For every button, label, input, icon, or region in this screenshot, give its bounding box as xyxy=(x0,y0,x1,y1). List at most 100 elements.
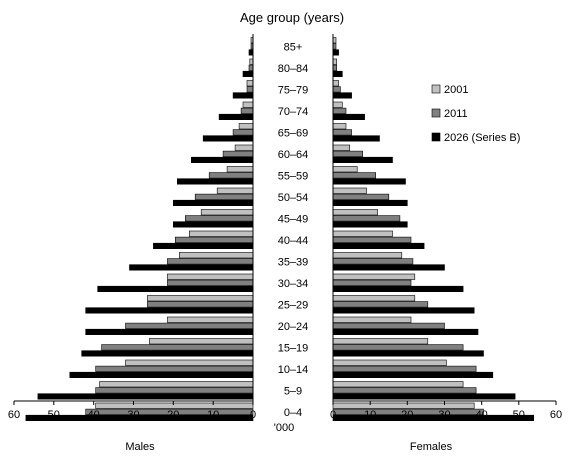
age-group-label: 15–19 xyxy=(278,342,309,354)
male-bar-2011-3 xyxy=(101,344,254,351)
male-bar-2011-14 xyxy=(240,107,254,114)
x-tick-label: 0 xyxy=(250,409,256,421)
age-group-label: 65–69 xyxy=(278,127,309,139)
female-bar-2001-8 xyxy=(332,230,393,237)
x-tick-label: 50 xyxy=(48,409,60,421)
male-bar-2001-2 xyxy=(125,359,254,366)
female-bar-2011-16 xyxy=(332,64,338,71)
male-bar-2026-15 xyxy=(232,92,254,99)
male-bar-2001-3 xyxy=(149,338,254,345)
age-group-label: 70–74 xyxy=(278,106,309,118)
male-bar-2001-7 xyxy=(179,252,254,259)
x-tick-label: 60 xyxy=(8,409,20,421)
female-bar-2011-4 xyxy=(332,322,445,329)
male-bar-2026-14 xyxy=(218,113,254,120)
male-bar-2001-12 xyxy=(234,144,254,151)
age-group-label: 75–79 xyxy=(278,84,309,96)
male-bar-2026-1 xyxy=(37,393,254,400)
male-bar-2011-6 xyxy=(167,279,254,286)
male-bar-2011-1 xyxy=(95,387,254,394)
female-bar-2001-11 xyxy=(332,166,358,173)
age-group-label: 80–84 xyxy=(278,63,309,75)
female-bar-2001-14 xyxy=(332,101,343,108)
age-group-label: 5–9 xyxy=(284,385,302,397)
x-tick-label: 50 xyxy=(513,409,525,421)
female-bar-2011-9 xyxy=(332,215,401,222)
male-bar-2001-10 xyxy=(216,187,254,194)
male-bar-2011-13 xyxy=(232,129,254,136)
female-bar-2026-3 xyxy=(332,350,484,357)
female-bar-2001-6 xyxy=(332,273,416,280)
male-bar-2026-4 xyxy=(85,328,254,336)
age-group-label: 50–54 xyxy=(278,192,309,204)
age-group-label: 55–59 xyxy=(278,170,309,182)
x-tick-label: 40 xyxy=(88,409,100,421)
female-bar-2001-4 xyxy=(332,316,412,323)
female-bar-2001-2 xyxy=(332,359,447,366)
female-bar-2026-16 xyxy=(332,70,343,77)
male-bar-2011-11 xyxy=(208,172,254,179)
female-bar-2026-10 xyxy=(332,199,408,206)
female-bar-2026-5 xyxy=(332,307,475,314)
legend-label: 2001 xyxy=(444,84,468,96)
female-bar-2026-15 xyxy=(332,92,352,99)
male-bar-2001-11 xyxy=(226,166,254,173)
age-group-label: 25–29 xyxy=(278,299,309,311)
female-bar-2011-7 xyxy=(332,258,414,265)
female-bar-2026-7 xyxy=(332,264,445,271)
female-bar-2026-11 xyxy=(332,178,406,185)
female-bar-2001-15 xyxy=(332,80,339,87)
female-bar-2001-5 xyxy=(332,295,416,302)
male-bar-2011-7 xyxy=(167,258,254,265)
age-group-label: 20–24 xyxy=(278,321,309,333)
male-bar-2001-1 xyxy=(99,381,254,388)
female-bar-2011-10 xyxy=(332,193,390,200)
males-x-axis: 60 50 40 30 20 10 0 xyxy=(8,34,256,421)
male-bar-2011-9 xyxy=(185,215,254,222)
male-bar-2026-0 xyxy=(25,414,254,422)
male-bar-2026-7 xyxy=(129,264,254,271)
x-tick-label: 20 xyxy=(167,409,179,421)
male-bar-2026-12 xyxy=(191,156,254,163)
age-group-label: 40–44 xyxy=(278,235,309,247)
male-bar-2026-3 xyxy=(81,350,254,357)
female-bar-2011-13 xyxy=(332,129,352,136)
male-bar-2026-8 xyxy=(153,242,254,249)
male-bar-2001-4 xyxy=(167,316,254,323)
female-bar-2001-0 xyxy=(332,402,475,409)
age-group-label: 0–4 xyxy=(284,407,302,419)
female-bar-2001-1 xyxy=(332,381,464,388)
x-tick-label: 0 xyxy=(330,409,336,421)
female-bar-2011-6 xyxy=(332,279,412,286)
male-bar-2026-16 xyxy=(242,70,254,77)
female-bar-2011-14 xyxy=(332,107,347,114)
legend: 2001 2011 2026 (Series B) xyxy=(431,84,520,144)
female-bar-2011-1 xyxy=(332,387,477,394)
female-bar-2001-3 xyxy=(332,338,429,345)
male-bar-2011-4 xyxy=(125,322,254,329)
male-bar-2011-15 xyxy=(246,86,254,93)
male-bar-2026-9 xyxy=(173,221,254,228)
male-bar-2026-13 xyxy=(202,135,254,142)
female-bar-2001-13 xyxy=(332,123,347,130)
females-x-axis: 0 10 20 30 40 50 60 xyxy=(330,34,562,421)
female-bar-2011-0 xyxy=(332,408,484,415)
female-bar-2026-8 xyxy=(332,242,425,249)
females-bars xyxy=(332,37,534,422)
female-bar-2026-4 xyxy=(332,328,479,336)
age-group-label: 30–34 xyxy=(278,278,309,290)
male-bar-2026-10 xyxy=(173,199,254,206)
male-bar-2001-0 xyxy=(95,402,254,409)
age-group-labels: 0–4 5–9 10–14 15–19 20–24 25–29 30–34 35–39 40–4… xyxy=(278,41,309,419)
chart-title: Age group (years) xyxy=(240,10,344,25)
x-tick-label: 20 xyxy=(401,409,413,421)
male-bar-2011-5 xyxy=(147,301,254,308)
female-bar-2026-13 xyxy=(332,135,380,142)
x-tick-label: 40 xyxy=(476,409,488,421)
age-group-label: 60–64 xyxy=(278,149,309,161)
female-bar-2001-9 xyxy=(332,209,378,216)
legend-swatch xyxy=(431,108,441,118)
female-bar-2026-1 xyxy=(332,393,516,400)
female-bar-2001-10 xyxy=(332,187,367,194)
x-tick-label: 30 xyxy=(127,409,139,421)
